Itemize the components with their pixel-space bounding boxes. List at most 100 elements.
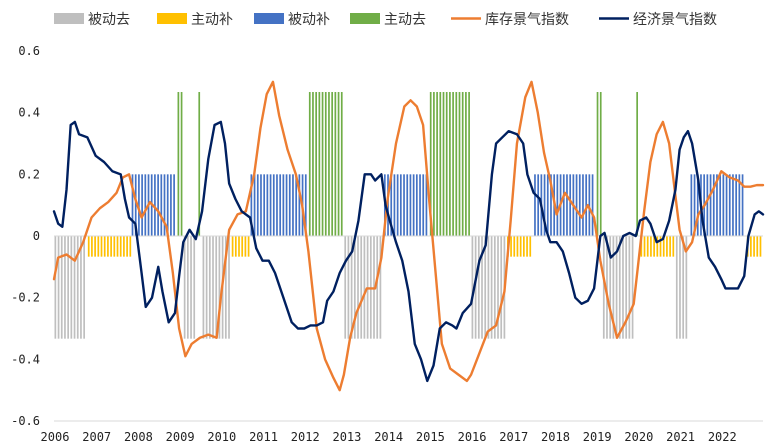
regime-stripe [224,236,227,339]
regime-stripe [643,236,646,257]
regime-stripe [260,174,262,236]
regime-stripe [759,236,762,257]
regime-stripe [177,92,180,236]
regime-stripe [756,236,759,257]
regime-stripe [487,236,490,339]
regime-band [596,92,602,236]
regime-stripe [234,236,237,257]
x-tick-label: 2019 [583,430,612,444]
x-axis-ticks: 2006 2007 2008 2009 2010 2011 2012 2013 2014 2015… [41,430,737,444]
regime-stripe [445,92,448,236]
regime-stripe [183,236,186,339]
regime-stripe [526,236,528,257]
regime-stripe [166,174,169,236]
regime-stripe [170,174,172,236]
regime-band [636,92,638,236]
regime-stripe [315,92,318,236]
regime-stripe [716,174,718,236]
regime-stripe [618,236,621,339]
regime-stripe [728,174,731,236]
regime-stripe [64,236,66,339]
regime-stripe [468,92,470,236]
regime-stripe [481,236,483,339]
regime-stripe [588,174,591,236]
regime-stripe [455,92,458,236]
regime-stripe [669,236,671,257]
regime-band [640,236,675,257]
regime-stripe [510,236,512,257]
regime-stripe [672,236,675,257]
regime-stripe [94,236,96,257]
x-tick-label: 2015 [416,430,445,444]
regime-stripe [266,174,269,236]
regime-stripe [477,236,480,339]
regime-stripe [344,236,347,339]
regime-stripe [347,236,350,339]
regime-stripe [753,236,755,257]
x-tick-label: 2007 [82,430,111,444]
legend: 被动去 主动补 被动补 主动去 库存景气指数 经济景气指数 [54,12,717,28]
regime-stripe [474,236,477,339]
regime-stripe [458,92,461,236]
regime-stripe [513,236,516,257]
regime-stripe [562,174,565,236]
legend-item: 主动去 [350,12,426,28]
regime-stripe [666,236,668,257]
x-tick-label: 2020 [624,430,653,444]
regime-stripe [537,174,540,236]
regime-stripe [719,174,722,236]
regime-stripe [247,236,250,257]
regime-band [231,236,250,257]
regime-stripe [321,92,324,236]
regime-stripe [406,174,409,236]
regime-stripe [519,236,522,257]
regime-stripe [675,236,678,339]
y-tick-label: -0.2 [11,291,40,305]
regime-stripe [250,174,253,236]
regime-stripe [107,236,109,257]
legend-label: 经济景气指数 [633,12,717,28]
regime-stripe [198,92,201,236]
regime-stripe [712,174,715,236]
regime-stripe [575,174,578,236]
regime-stripe [87,236,90,257]
regime-stripe [180,92,183,236]
regime-stripe [279,174,282,236]
regime-stripe [422,174,425,236]
regime-stripe [735,174,738,236]
regime-stripe [653,236,655,257]
regime-stripe [67,236,69,339]
regime-stripe [308,92,311,236]
regime-stripe [709,174,712,236]
regime-band [250,174,307,236]
regime-stripe [138,174,140,236]
regime-stripe [566,174,568,236]
series-lines [52,80,765,392]
regime-stripe [353,236,356,339]
regime-stripe [360,236,363,339]
regime-stripe [334,92,337,236]
regime-stripe [449,92,451,236]
regime-stripe [57,236,60,339]
x-tick-label: 2022 [708,430,737,444]
regime-stripe [70,236,73,339]
regime-stripe [425,174,428,236]
regime-band [198,92,201,236]
legend-label: 主动补 [191,12,233,28]
regime-stripe [461,92,464,236]
regime-stripe [599,92,602,236]
regime-band [429,92,470,236]
regime-stripe [679,236,681,339]
regime-stripe [497,236,499,339]
regime-stripe [76,236,79,339]
regime-stripe [493,236,496,339]
legend-swatch [157,13,187,24]
x-tick-label: 2021 [666,430,695,444]
regime-stripe [331,92,334,236]
regime-stripe [650,236,652,257]
regime-stripe [238,236,240,257]
regime-stripe [550,174,552,236]
regime-stripe [91,236,93,257]
regime-stripe [412,174,415,236]
regime-stripe [656,236,659,257]
